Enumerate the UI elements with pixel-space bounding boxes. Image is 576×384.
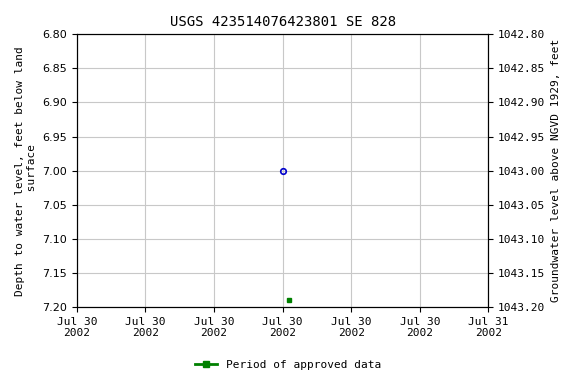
Y-axis label: Groundwater level above NGVD 1929, feet: Groundwater level above NGVD 1929, feet bbox=[551, 39, 561, 302]
Legend: Period of approved data: Period of approved data bbox=[191, 356, 385, 375]
Y-axis label: Depth to water level, feet below land
 surface: Depth to water level, feet below land su… bbox=[15, 46, 37, 296]
Title: USGS 423514076423801 SE 828: USGS 423514076423801 SE 828 bbox=[169, 15, 396, 29]
